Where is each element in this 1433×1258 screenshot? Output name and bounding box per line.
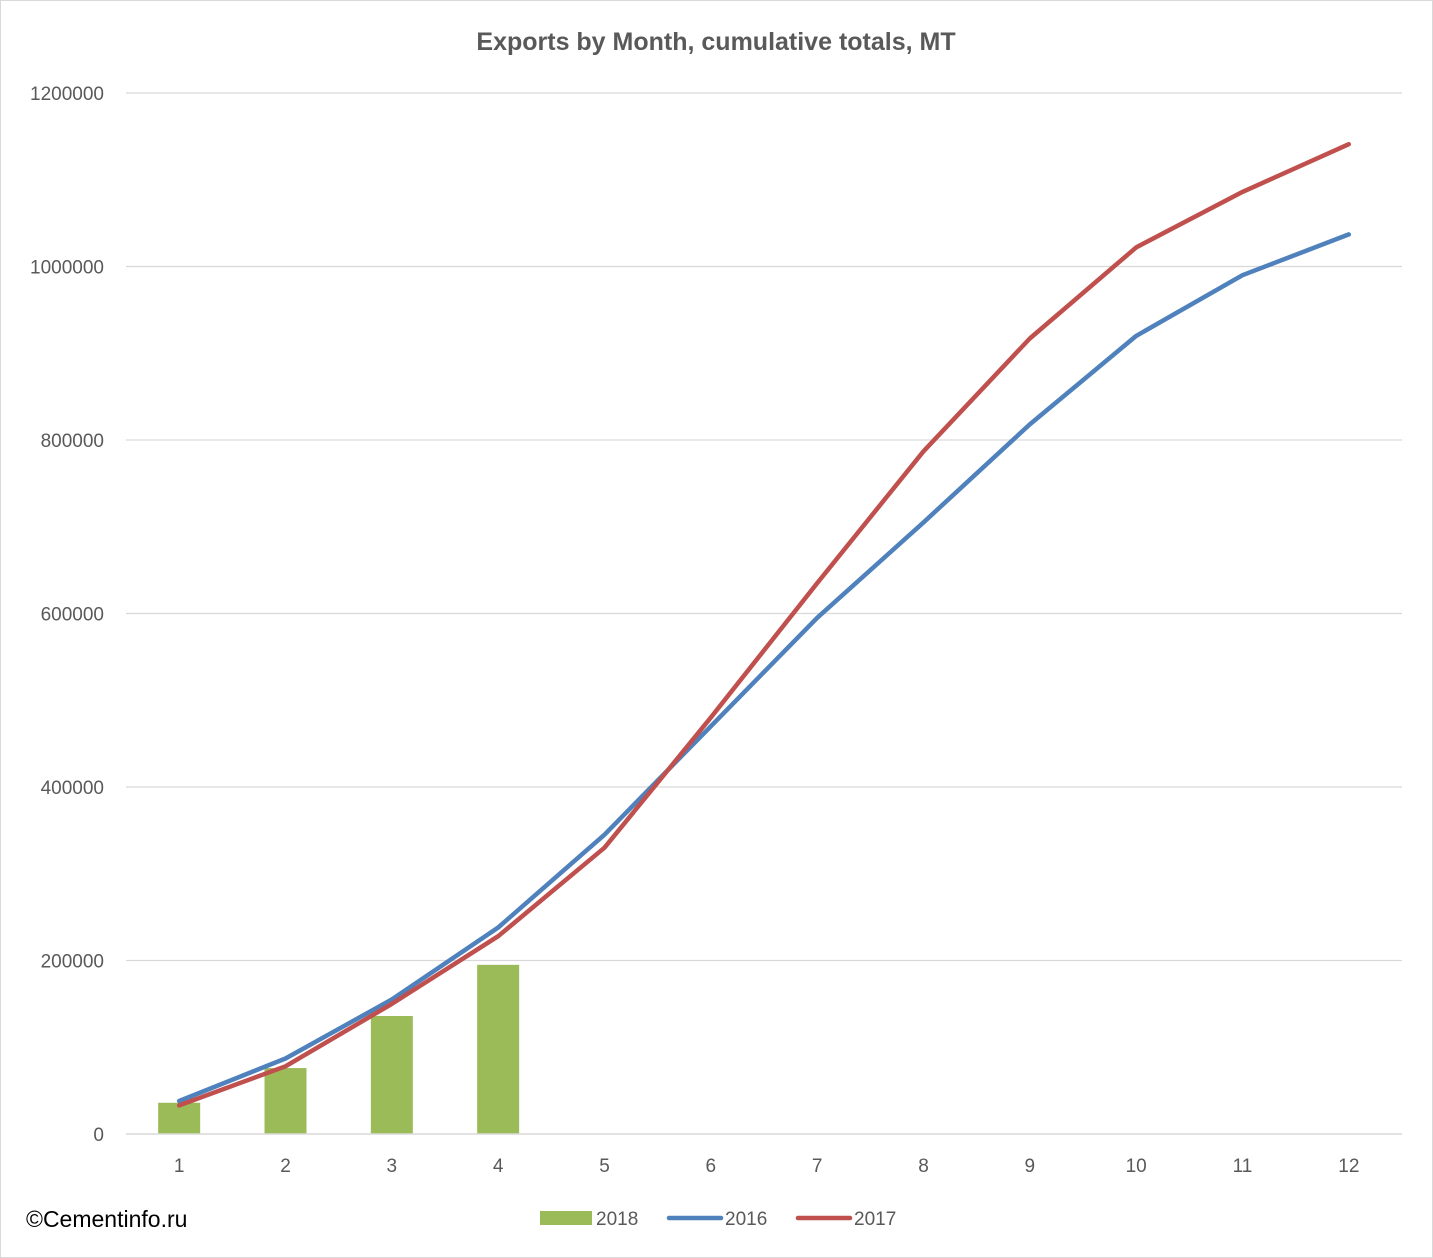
x-tick-label: 11 [1233,1156,1253,1177]
legend-item-2018: 2018 [540,1209,638,1230]
legend-label-2016: 2016 [725,1209,767,1230]
y-tick-label: 1000000 [30,258,104,279]
line-2016 [176,232,1352,1104]
line-series [176,141,1352,1108]
y-tick-label: 0 [93,1125,104,1146]
x-tick-label: 1 [174,1156,185,1177]
watermark-text: ©Cementinfo.ru [26,1206,187,1232]
y-tick-label: 400000 [41,778,104,799]
x-axis-ticks: 1 2 3 4 5 6 7 8 9 10 11 12 [174,1156,1360,1177]
legend-item-2016: 2016 [666,1209,767,1230]
line-2017 [176,141,1352,1108]
legend: 2018 2016 2017 [540,1209,896,1230]
x-tick-label: 9 [1025,1156,1036,1177]
bar-2018-3 [370,1016,413,1134]
x-tick-label: 4 [493,1156,504,1177]
bar-2018-2 [264,1068,307,1134]
y-tick-label: 800000 [41,431,104,452]
legend-swatch-2018 [540,1211,592,1225]
legend-label-2017: 2017 [854,1209,896,1230]
x-tick-label: 5 [599,1156,610,1177]
x-tick-label: 10 [1126,1156,1147,1177]
y-tick-label: 1200000 [30,84,104,105]
y-tick-label: 200000 [41,952,104,973]
bar-2018-4 [477,964,520,1134]
bar-2018-1 [158,1102,201,1134]
x-tick-label: 6 [706,1156,717,1177]
x-tick-label: 7 [812,1156,823,1177]
x-tick-label: 3 [387,1156,398,1177]
legend-label-2018: 2018 [596,1209,638,1230]
x-tick-label: 12 [1338,1156,1359,1177]
gridlines [126,92,1402,962]
x-tick-label: 8 [918,1156,929,1177]
legend-item-2017: 2017 [795,1209,896,1230]
y-axis-ticks: 0 200000 400000 600000 800000 1000000 1200000 [30,84,104,1146]
y-tick-label: 600000 [41,605,104,626]
chart-title: Exports by Month, cumulative totals, MT [476,28,955,56]
bar-series-2018 [158,964,520,1134]
x-tick-label: 2 [280,1156,291,1177]
